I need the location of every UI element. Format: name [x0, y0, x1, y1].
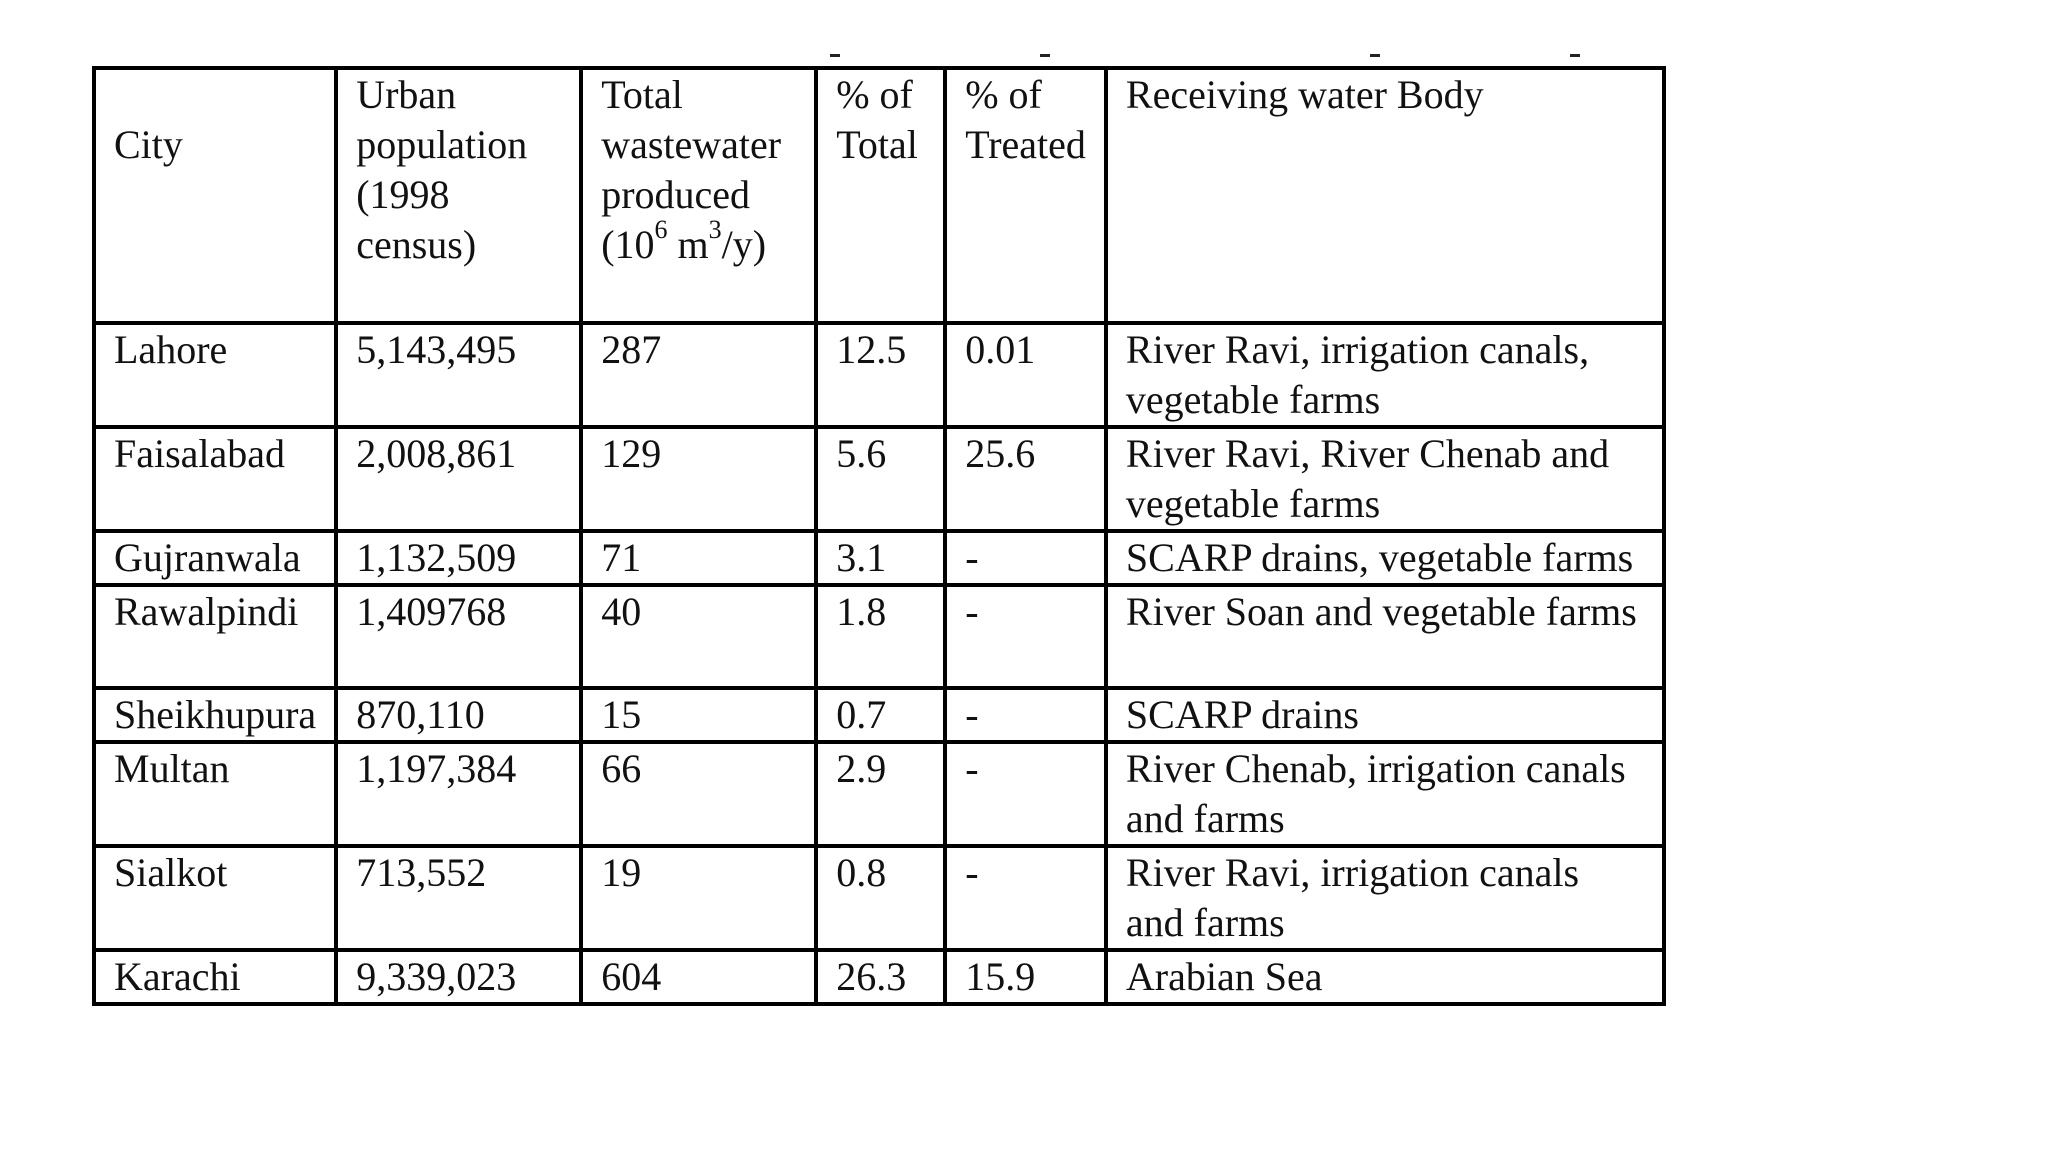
table-row: Lahore 5,143,495 287 12.5 0.01 River Rav…	[91, 321, 1666, 429]
cell-receiving: River Ravi, irrigation canals and farms	[1103, 844, 1666, 952]
cell-pct-treated: 0.01	[943, 321, 1108, 429]
cell-pct-total: 0.8	[814, 844, 948, 952]
cell-pct-treated: -	[943, 529, 1108, 587]
cell-pct-total: 3.1	[814, 529, 948, 587]
table-row: Sialkot 713,552 19 0.8 - River Ravi, irr…	[91, 844, 1666, 952]
table-row: Multan 1,197,384 66 2.9 - River Chenab, …	[91, 740, 1666, 848]
table-row: Faisalabad 2,008,861 129 5.6 25.6 River …	[91, 425, 1666, 533]
cell-city: Rawalpindi	[91, 583, 339, 690]
cell-population: 1,409768	[334, 583, 584, 690]
unit-exponent-6: 6	[654, 214, 668, 244]
cell-pct-treated: 25.6	[943, 425, 1108, 533]
cell-population: 713,552	[334, 844, 584, 952]
cell-pct-treated: -	[943, 844, 1108, 952]
cell-receiving: River Ravi, irrigation canals, vegetable…	[1103, 321, 1666, 429]
cell-pct-total: 0.7	[814, 686, 948, 744]
cell-wastewater: 129	[579, 425, 819, 533]
cell-population: 5,143,495	[334, 321, 584, 429]
table-header-row: City Urban population (1998 census) Tota…	[91, 66, 1666, 325]
cell-wastewater: 40	[579, 583, 819, 690]
cell-city: Sialkot	[91, 844, 339, 952]
header-receiving-water-body: Receiving water Body	[1103, 66, 1666, 325]
header-pct-total: % of Total	[814, 66, 948, 325]
header-total-wastewater: Total wastewater produced (106 m3/y)	[579, 66, 819, 325]
cell-wastewater: 66	[579, 740, 819, 848]
cell-pct-treated: -	[943, 740, 1108, 848]
cell-pct-treated: -	[943, 583, 1108, 690]
header-total-wastewater-unit: (106 m3/y)	[601, 216, 767, 267]
cell-pct-total: 26.3	[814, 948, 948, 1006]
cell-city: Faisalabad	[91, 425, 339, 533]
cell-population: 1,197,384	[334, 740, 584, 848]
header-city: City	[91, 66, 339, 325]
cell-pct-treated: 15.9	[943, 948, 1108, 1006]
table-row: Karachi 9,339,023 604 26.3 15.9 Arabian …	[91, 948, 1666, 1006]
wastewater-table: City Urban population (1998 census) Tota…	[91, 66, 1666, 1006]
unit-per-year: /y)	[721, 222, 767, 267]
cell-city: Karachi	[91, 948, 339, 1006]
cell-pct-treated: -	[943, 686, 1108, 744]
cell-city: Sheikhupura	[91, 686, 339, 744]
cell-receiving: River Chenab, irrigation canals and farm…	[1103, 740, 1666, 848]
cell-receiving: SCARP drains, vegetable farms	[1103, 529, 1666, 587]
cell-city: Gujranwala	[91, 529, 339, 587]
cell-pct-total: 2.9	[814, 740, 948, 848]
cell-population: 870,110	[334, 686, 584, 744]
header-pct-treated: % of Treated	[943, 66, 1108, 325]
cell-wastewater: 71	[579, 529, 819, 587]
cell-city: Multan	[91, 740, 339, 848]
cell-pct-total: 1.8	[814, 583, 948, 690]
cell-wastewater: 287	[579, 321, 819, 429]
cell-wastewater: 604	[579, 948, 819, 1006]
cell-population: 9,339,023	[334, 948, 584, 1006]
scan-artifact-marks	[830, 50, 1590, 62]
unit-base: (10	[601, 222, 655, 267]
cell-receiving: River Soan and vegetable farms	[1103, 583, 1666, 690]
table-row: Sheikhupura 870,110 15 0.7 - SCARP drain…	[91, 686, 1666, 744]
table-row: Rawalpindi 1,409768 40 1.8 - River Soan …	[91, 583, 1666, 690]
cell-population: 2,008,861	[334, 425, 584, 533]
header-total-wastewater-label: Total wastewater produced	[601, 72, 782, 217]
cell-city: Lahore	[91, 321, 339, 429]
unit-exponent-3: 3	[708, 214, 722, 244]
table-row: Gujranwala 1,132,509 71 3.1 - SCARP drai…	[91, 529, 1666, 587]
cell-pct-total: 12.5	[814, 321, 948, 429]
cell-pct-total: 5.6	[814, 425, 948, 533]
header-urban-population: Urban population (1998 census)	[334, 66, 584, 325]
cell-receiving: SCARP drains	[1103, 686, 1666, 744]
unit-meter: m	[667, 222, 709, 267]
cell-population: 1,132,509	[334, 529, 584, 587]
cell-receiving: River Ravi, River Chenab and vegetable f…	[1103, 425, 1666, 533]
cell-wastewater: 19	[579, 844, 819, 952]
cell-wastewater: 15	[579, 686, 819, 744]
cell-receiving: Arabian Sea	[1103, 948, 1666, 1006]
